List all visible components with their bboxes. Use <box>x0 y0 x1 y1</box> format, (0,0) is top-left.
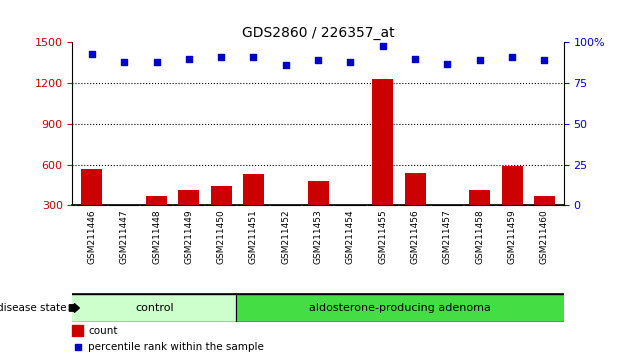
Text: GSM211453: GSM211453 <box>314 210 323 264</box>
Text: GSM211457: GSM211457 <box>443 210 452 264</box>
Point <box>281 62 291 68</box>
Point <box>87 51 97 57</box>
Bar <box>469 190 490 246</box>
Text: GSM211450: GSM211450 <box>217 210 226 264</box>
Text: count: count <box>88 326 118 336</box>
Point <box>119 59 129 65</box>
Point <box>442 61 452 67</box>
Text: GSM211449: GSM211449 <box>185 210 193 264</box>
Text: GSM211460: GSM211460 <box>540 210 549 264</box>
Bar <box>81 169 102 246</box>
Bar <box>210 186 232 246</box>
Bar <box>437 219 458 246</box>
Point <box>151 59 161 65</box>
Text: aldosterone-producing adenoma: aldosterone-producing adenoma <box>309 303 491 313</box>
Point <box>475 58 485 63</box>
Point <box>73 344 83 350</box>
Text: GSM211454: GSM211454 <box>346 210 355 264</box>
Point <box>539 58 549 63</box>
Point <box>507 54 517 60</box>
Point <box>313 58 323 63</box>
Text: control: control <box>135 303 174 313</box>
Point <box>184 56 194 62</box>
Bar <box>534 196 555 246</box>
Bar <box>243 174 264 246</box>
Text: GSM211446: GSM211446 <box>88 210 96 264</box>
Text: GSM211452: GSM211452 <box>282 210 290 264</box>
Text: GSM211458: GSM211458 <box>475 210 484 264</box>
Point <box>345 59 355 65</box>
Text: GSM211451: GSM211451 <box>249 210 258 264</box>
Bar <box>178 190 199 246</box>
Point <box>410 56 420 62</box>
Point <box>248 54 258 60</box>
Bar <box>501 166 523 246</box>
Point <box>378 43 388 48</box>
Text: GSM211456: GSM211456 <box>411 210 420 264</box>
Point <box>216 54 226 60</box>
Text: GSM211459: GSM211459 <box>508 210 517 264</box>
Text: GSM211455: GSM211455 <box>378 210 387 264</box>
Bar <box>72 325 83 336</box>
Title: GDS2860 / 226357_at: GDS2860 / 226357_at <box>242 26 394 40</box>
Text: GSM211447: GSM211447 <box>120 210 129 264</box>
Text: disease state: disease state <box>0 303 66 313</box>
Bar <box>372 79 393 246</box>
Text: GSM211448: GSM211448 <box>152 210 161 264</box>
Bar <box>236 294 564 322</box>
Text: percentile rank within the sample: percentile rank within the sample <box>88 342 264 352</box>
Bar <box>146 196 167 246</box>
Bar <box>72 294 236 322</box>
Bar <box>404 173 426 246</box>
Bar <box>307 181 329 246</box>
Bar <box>113 216 135 246</box>
Bar <box>340 219 361 246</box>
Bar <box>275 226 296 246</box>
